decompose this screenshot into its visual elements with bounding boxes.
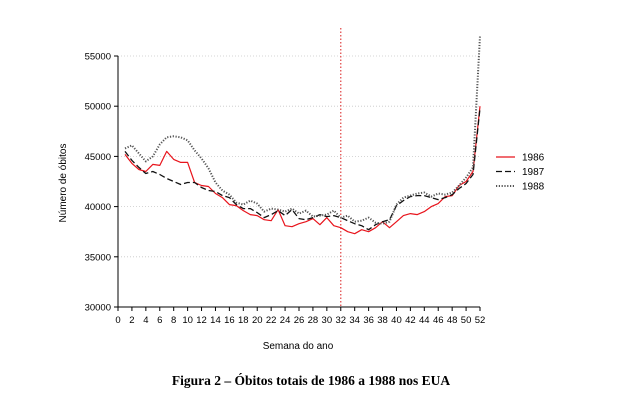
x-tick-label: 44 bbox=[419, 315, 430, 326]
legend-label-1986: 1986 bbox=[522, 153, 545, 164]
x-tick-label: 18 bbox=[238, 315, 249, 326]
x-tick-label: 28 bbox=[308, 315, 319, 326]
y-tick-label: 50000 bbox=[85, 102, 111, 113]
series-line-1986 bbox=[124, 106, 481, 235]
x-tick-label: 38 bbox=[377, 315, 388, 326]
x-tick-label: 14 bbox=[210, 315, 221, 326]
x-tick-label: 4 bbox=[143, 315, 148, 326]
x-tick-label: 22 bbox=[266, 315, 277, 326]
x-axis-label: Semana do ano bbox=[263, 341, 334, 352]
x-tick-label: 0 bbox=[115, 315, 120, 326]
x-tick-label: 36 bbox=[363, 315, 374, 326]
y-axis-label: Número de óbitos bbox=[58, 144, 69, 223]
series-line-1987 bbox=[124, 108, 481, 231]
figure-caption: Figura 2 – Óbitos totais de 1986 a 1988 … bbox=[171, 373, 451, 388]
x-tick-label: 32 bbox=[335, 315, 346, 326]
x-tick-label: 52 bbox=[475, 315, 486, 326]
x-tick-label: 34 bbox=[349, 315, 360, 326]
series-line-1988 bbox=[124, 35, 481, 225]
x-tick-label: 10 bbox=[182, 315, 193, 326]
x-tick-label: 48 bbox=[447, 315, 458, 326]
x-tick-label: 24 bbox=[280, 315, 291, 326]
legend-label-1988: 1988 bbox=[522, 182, 545, 193]
y-tick-label: 30000 bbox=[85, 303, 111, 314]
x-tick-label: 16 bbox=[224, 315, 235, 326]
x-tick-label: 6 bbox=[157, 315, 162, 326]
x-tick-label: 50 bbox=[461, 315, 472, 326]
legend: 1986 1987 1988 bbox=[496, 153, 545, 193]
x-tick-label: 42 bbox=[405, 315, 416, 326]
x-tick-label: 20 bbox=[252, 315, 263, 326]
x-tick-label: 26 bbox=[294, 315, 305, 326]
x-tick-label: 40 bbox=[391, 315, 402, 326]
x-tick-label: 46 bbox=[433, 315, 444, 326]
x-tick-label: 12 bbox=[196, 315, 207, 326]
y-tick-label: 55000 bbox=[85, 52, 111, 63]
x-tick-label: 8 bbox=[171, 315, 176, 326]
x-tick-label: 30 bbox=[322, 315, 333, 326]
y-tick-label: 35000 bbox=[85, 252, 111, 263]
legend-label-1987: 1987 bbox=[522, 167, 545, 178]
y-tick-label: 45000 bbox=[85, 152, 111, 163]
y-tick-label: 40000 bbox=[85, 202, 111, 213]
series-layer bbox=[124, 35, 481, 235]
x-tick-label: 2 bbox=[129, 315, 134, 326]
